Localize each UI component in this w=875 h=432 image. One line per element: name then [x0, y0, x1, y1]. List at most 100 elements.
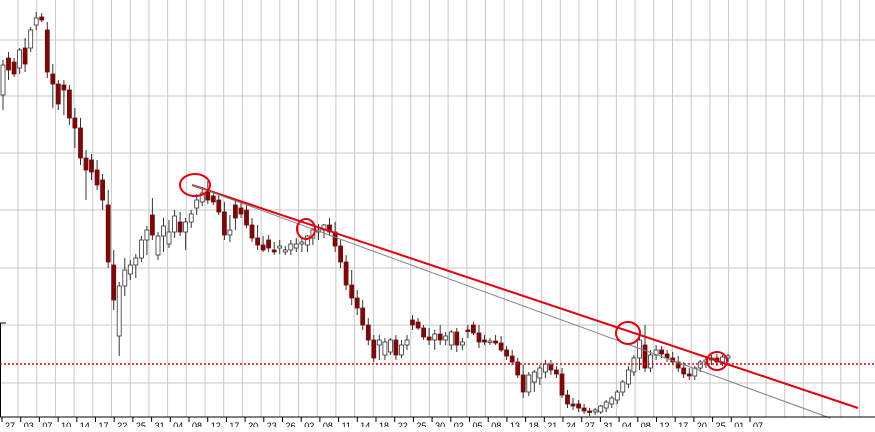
candle: [609, 396, 615, 408]
candle: [626, 366, 631, 388]
candle-body: [271, 249, 277, 253]
candle: [509, 350, 515, 365]
candle-body: [570, 403, 576, 407]
x-tick-label: 08: [323, 421, 333, 427]
candle: [210, 192, 216, 205]
candle: [11, 58, 17, 77]
candle: [183, 218, 189, 250]
candle: [565, 390, 570, 408]
x-tick-label: 26: [286, 421, 296, 427]
overlays: [0, 173, 875, 419]
candle-body: [620, 381, 626, 393]
candle: [6, 52, 11, 80]
candle-body: [543, 363, 548, 373]
candle-body: [33, 17, 39, 26]
candle: [454, 328, 460, 352]
candle: [576, 400, 581, 412]
candle-body: [299, 241, 305, 245]
candle-body: [277, 245, 283, 249]
candle-body: [675, 361, 681, 369]
candle-body: [288, 243, 294, 251]
x-tick-label: 12: [211, 421, 221, 427]
x-tick-label: 27: [5, 421, 15, 427]
candle: [465, 325, 471, 338]
candle-body: [393, 339, 399, 356]
candle: [17, 48, 23, 74]
candle-body: [592, 409, 598, 413]
x-tick-label: 23: [267, 421, 277, 427]
candle-body: [89, 159, 94, 173]
x-tick-label: 01: [734, 421, 744, 427]
candle: [343, 255, 349, 290]
candle: [648, 350, 653, 372]
candle-body: [626, 369, 631, 385]
candle-body: [177, 221, 183, 233]
x-tick-label: 03: [24, 421, 34, 427]
candle: [404, 335, 410, 350]
candle-body: [371, 339, 377, 359]
candle-body: [50, 73, 56, 85]
candle-body: [526, 374, 532, 393]
candle: [581, 404, 587, 414]
candle-body: [116, 285, 122, 337]
candle: [675, 356, 681, 372]
candle-body: [282, 249, 288, 253]
candle-body: [382, 341, 388, 356]
candle: [299, 238, 305, 252]
candle: [697, 360, 703, 372]
candle-body: [360, 307, 366, 326]
candle-body: [55, 83, 61, 105]
x-tick-label: 25: [416, 421, 426, 427]
candle-body: [432, 333, 438, 341]
candle-body: [17, 49, 23, 69]
candles: [0, 12, 731, 416]
candle-body: [161, 225, 166, 237]
candle-body: [470, 324, 476, 334]
candle: [603, 400, 609, 412]
candle: [410, 315, 415, 330]
candle-body: [559, 373, 565, 396]
candle: [387, 338, 393, 355]
candle: [271, 242, 277, 255]
candle-body: [692, 367, 698, 377]
x-tick-label: 24: [566, 421, 576, 427]
candle: [548, 360, 554, 375]
candle: [138, 236, 144, 262]
candle: [504, 346, 510, 360]
x-tick-label: 20: [697, 421, 707, 427]
candle: [216, 193, 222, 215]
candle: [255, 225, 261, 250]
candle: [393, 335, 399, 360]
candle-body: [244, 209, 249, 226]
candle-body: [266, 239, 272, 249]
candle: [155, 232, 161, 260]
x-tick-label: 04: [622, 421, 632, 427]
candle: [537, 365, 543, 385]
candle: [144, 226, 150, 255]
x-tick-label: 17: [678, 421, 688, 427]
candle-body: [598, 405, 604, 413]
candle-body: [39, 16, 45, 21]
candle-body: [260, 244, 266, 251]
candle-body: [399, 344, 404, 356]
candle: [122, 258, 128, 296]
candle-body: [232, 204, 238, 219]
candle-body: [83, 157, 89, 171]
candle-body: [227, 229, 233, 236]
candle-body: [614, 391, 620, 401]
candle: [498, 336, 504, 352]
candle: [33, 12, 39, 30]
candle-body: [122, 269, 128, 287]
candle-body: [482, 339, 487, 343]
candle: [188, 210, 194, 228]
x-tick-label: 10: [61, 421, 71, 427]
candle-body: [155, 235, 161, 256]
candle: [161, 218, 166, 252]
candle: [620, 380, 626, 396]
x-tick-label: 18: [379, 421, 389, 427]
candle: [172, 210, 178, 238]
candle-body: [448, 331, 454, 346]
candle-body: [565, 394, 570, 405]
x-tick-label: 02: [454, 421, 464, 427]
